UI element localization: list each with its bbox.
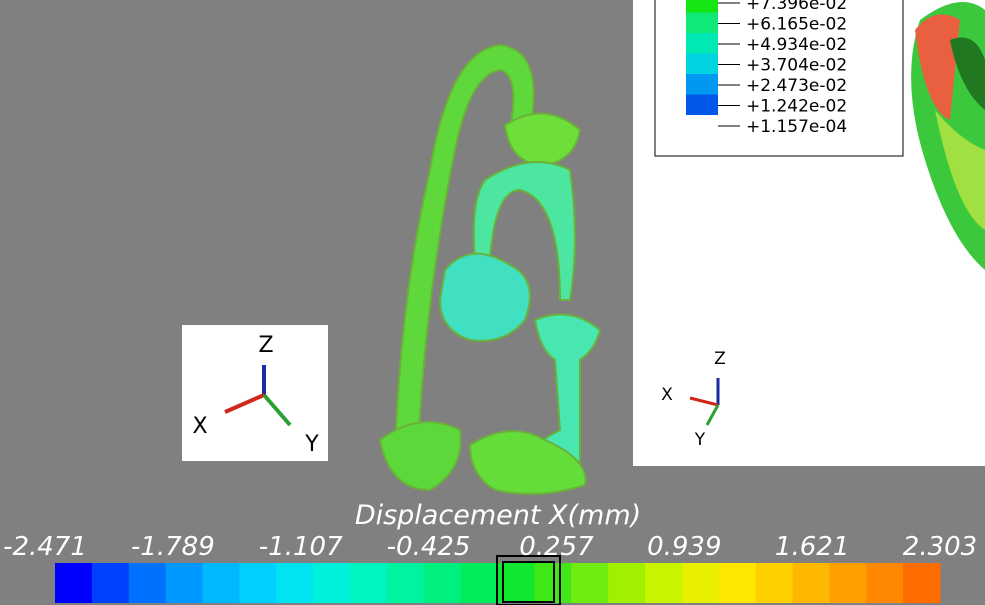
colorbar-segment: [350, 563, 388, 603]
triad: [224, 365, 720, 427]
colorbar-segment: [313, 563, 351, 603]
legend-swatch: [686, 0, 718, 13]
colorbar-label: 1.621: [775, 532, 849, 562]
legend-swatch: [686, 33, 718, 54]
colorbar-segment: [866, 563, 904, 603]
colorbar-segment: [829, 563, 867, 603]
colorbar-label: 2.303: [903, 532, 977, 562]
legend-label: +7.396e-02: [746, 0, 847, 14]
triad-label: X: [661, 385, 673, 405]
legend-swatch: [686, 74, 718, 95]
legend-label: +1.242e-02: [746, 97, 847, 117]
legend-swatch: [686, 12, 718, 33]
colorbar-label: 0.257: [519, 532, 594, 562]
triad-label: Z: [714, 349, 726, 369]
colorbar-segment: [165, 563, 203, 603]
legend-label: +4.934e-02: [746, 35, 847, 55]
colorbar-label: -1.789: [131, 532, 215, 562]
colorbar-segment: [423, 563, 462, 603]
legend-swatch: [686, 53, 718, 74]
colorbar-segment: [608, 563, 646, 603]
colorbar-segment: [55, 563, 93, 603]
legend-label: +2.473e-02: [746, 76, 847, 96]
colorbar-segment: [239, 563, 277, 603]
colorbar-segment: [718, 563, 757, 603]
triad-label: X: [192, 414, 207, 439]
triad-label: Y: [694, 430, 706, 450]
colorbar-label: 0.939: [647, 532, 721, 562]
colorbar-label: -0.425: [387, 532, 471, 562]
colorbar-segment: [91, 563, 130, 603]
colorbar-segment: [276, 563, 314, 603]
colorbar-segment: [571, 563, 609, 603]
colorbar-highlight: [502, 561, 555, 603]
colorbar-segment: [128, 563, 167, 603]
legend-label: +3.704e-02: [746, 56, 847, 76]
colorbar-label: -2.471: [3, 532, 87, 562]
colorbar-segment: [792, 563, 830, 603]
inset-mesh: [911, 2, 985, 270]
legend-swatch: [686, 94, 718, 115]
legend-label: +1.157e-04: [746, 117, 847, 137]
triad-label: Z: [258, 333, 273, 358]
colorbar-title: Displacement X(mm): [355, 500, 641, 531]
colorbar-segment: [755, 563, 793, 603]
legend-label: +6.165e-02: [746, 15, 847, 35]
triad-box: [182, 325, 328, 461]
colorbar-segment: [903, 563, 941, 603]
colorbar-segment: [681, 563, 720, 603]
triad-label: Y: [304, 432, 319, 457]
colorbar-segment: [202, 563, 240, 603]
colorbar-label: -1.107: [259, 532, 343, 562]
colorbar-segment: [460, 563, 498, 603]
model: [378, 43, 602, 495]
colorbar-highlight: [496, 555, 561, 605]
colorbar-segment: [386, 563, 425, 603]
colorbar-segment: [645, 563, 683, 603]
